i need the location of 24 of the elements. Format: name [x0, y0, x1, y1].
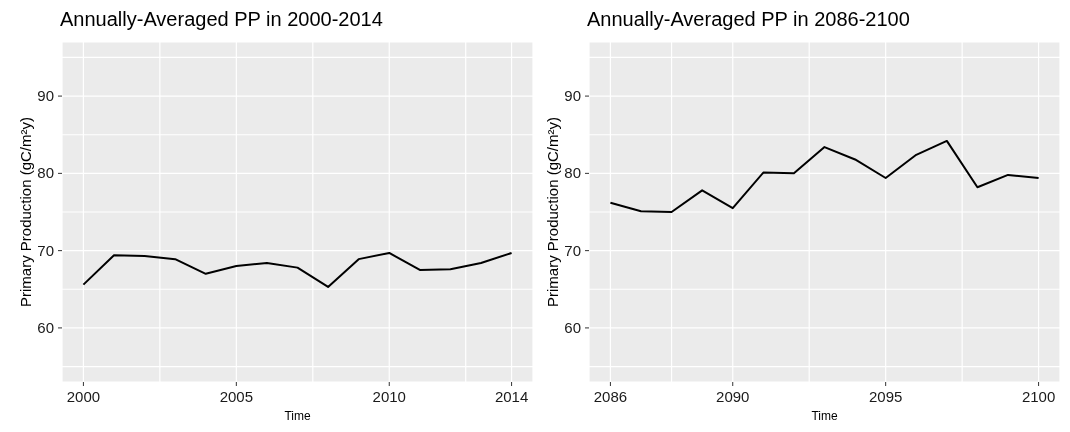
y-tick-label: 80: [564, 164, 581, 182]
x-axis-title: Time: [811, 409, 838, 423]
y-tick-label: 80: [37, 164, 54, 182]
x-tick-label: 2010: [372, 388, 406, 405]
y-axis-title: Primary Production (gC/m²y): [17, 116, 35, 308]
x-tick-label: 2000: [66, 388, 101, 405]
x-tick-label: 2090: [716, 388, 750, 405]
x-tick-label: 2014: [494, 388, 529, 405]
y-tick-label: 60: [564, 318, 581, 336]
x-tick-label: 2095: [868, 388, 903, 405]
line-series: [82, 251, 513, 288]
y-tick-label: 60: [37, 318, 54, 336]
x-tick-label: 2086: [593, 388, 628, 405]
x-axis-title: Time: [284, 409, 311, 423]
chart-title: Annually-Averaged PP in 2086-2100: [587, 8, 910, 31]
y-axis-title: Primary Production (gC/m²y): [544, 116, 562, 308]
y-tick-label: 70: [37, 241, 54, 259]
line-series: [609, 139, 1040, 213]
x-tick-label: 2005: [219, 388, 254, 405]
y-tick-label: 90: [37, 87, 54, 105]
y-tick-label: 70: [564, 241, 581, 259]
x-tick-label: 2100: [1021, 388, 1056, 405]
y-tick-label: 90: [564, 87, 581, 105]
chart-title: Annually-Averaged PP in 2000-2014: [60, 8, 383, 31]
